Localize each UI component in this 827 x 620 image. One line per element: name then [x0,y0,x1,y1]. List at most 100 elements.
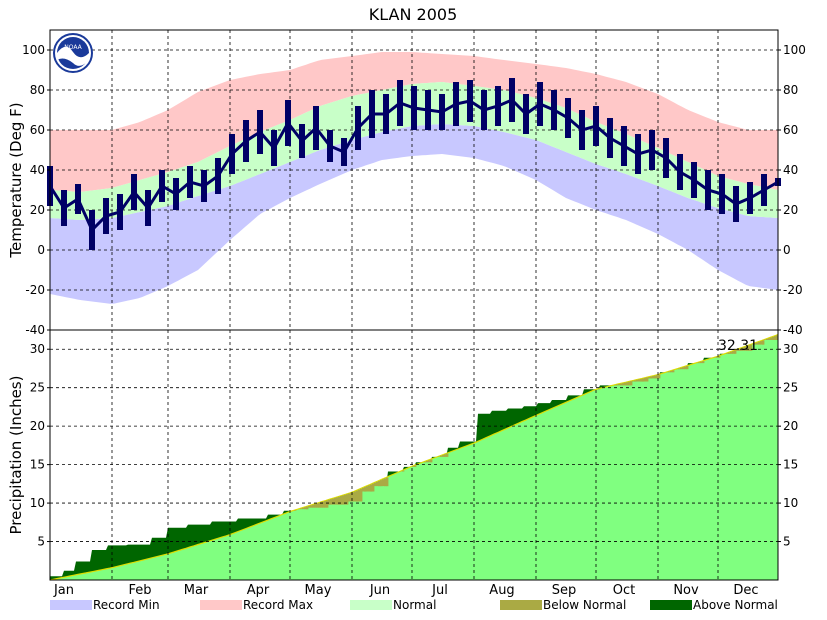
below-normal-segment [350,492,353,502]
below-normal-segment [402,470,405,472]
below-normal-segment [326,500,329,508]
month-label: Jun [369,583,390,598]
month-label: Feb [128,583,151,598]
below-normal-segment [442,455,445,457]
legend-swatch [650,600,692,610]
month-label: Mar [184,583,209,598]
temperature-tick-label-left: -20 [25,283,45,297]
temperature-tick-label-right: -40 [783,323,803,337]
below-normal-segment [338,496,341,505]
below-normal-segment [732,351,735,354]
below-normal-segment [364,487,367,492]
temperature-tick-label-left: -40 [25,323,45,337]
precipitation-plot-frame [49,329,779,581]
below-normal-segment [624,382,627,386]
temperature-tick-label-left: 100 [22,43,45,57]
below-normal-segment [328,499,331,505]
below-normal-segment [340,496,343,505]
below-normal-segment [342,495,345,505]
below-normal-segment [378,481,381,487]
below-normal-segment [444,454,447,457]
temperature-tick-label-right: -20 [783,283,803,297]
below-normal-segment [356,490,359,502]
below-normal-segment [638,379,641,382]
below-normal-segment [636,379,639,382]
below-normal-segment [322,501,325,508]
below-normal-segment [680,367,683,370]
below-normal-segment [632,380,635,382]
below-normal-segment [686,366,689,370]
month-label: Apr [247,583,270,598]
precipitation-tick-label-right: 20 [783,419,798,433]
precipitation-y-ticks-right: 5 10 15 20 25 30 [778,342,798,549]
below-normal-segment [386,477,389,487]
below-normal-segment [336,497,339,505]
below-normal-segment [334,497,337,505]
below-normal-segment [634,380,637,382]
precipitation-y-ticks-left: 5 10 15 20 25 30 [30,342,50,549]
precipitation-tick-label-right: 25 [783,381,798,395]
legend-label: Above Normal [693,598,778,612]
temperature-y-ticks-right: -40 -20 0 20 40 60 80 100 [778,43,806,337]
temperature-tick-label-right: 60 [783,123,798,137]
legend-swatch [50,600,92,610]
below-normal-segment [766,338,769,340]
precipitation-tick-label-right: 30 [783,342,798,356]
below-normal-segment [746,346,749,351]
below-normal-segment [344,494,347,505]
temperature-panel: -40 -20 0 20 40 60 80 100 -40 -20 0 20 40 60 80 100 Te… [7,29,806,337]
below-normal-precipitation-area [294,335,779,511]
legend-label: Record Min [93,598,160,612]
below-normal-segment [698,362,701,364]
below-normal-segment [760,341,763,345]
below-normal-segment [678,368,681,370]
precipitation-tick-label-left: 20 [30,419,45,433]
below-normal-segment [300,508,303,510]
month-label: Oct [613,583,635,598]
below-normal-segment [670,370,673,373]
below-normal-segment [620,383,623,386]
temperature-tick-label-right: 0 [783,243,791,257]
below-normal-segment [622,383,625,386]
precipitation-tick-label-left: 25 [30,381,45,395]
below-normal-segment [428,460,431,463]
below-normal-segment [768,338,771,340]
below-normal-segment [294,510,297,511]
noaa-logo-icon: NOAA [53,33,93,73]
precipitation-grid [50,330,778,580]
legend-label: Normal [393,598,436,612]
month-label: Dec [733,583,758,598]
below-normal-segment [380,480,383,487]
below-normal-segment [750,344,753,351]
below-normal-segment [598,388,601,390]
below-normal-segment [430,459,433,463]
below-normal-segment [426,460,429,463]
legend-label: Record Max [243,598,313,612]
precipitation-tick-label-left: 5 [37,535,45,549]
month-label: Jul [431,583,448,598]
below-normal-segment [446,453,449,457]
precipitation-panel: 5 10 15 20 25 30 5 10 15 20 25 30 Precipitation (I… [7,329,798,581]
legend-swatch [200,600,242,610]
below-normal-segment [754,343,757,345]
below-normal-segment [320,502,323,508]
below-normal-segment [748,345,751,351]
below-normal-segment [412,466,415,467]
below-normal-segment [658,374,661,379]
below-normal-segment [716,356,719,358]
below-normal-segment [640,378,643,382]
below-normal-segment [672,370,675,373]
below-normal-segment [654,375,657,379]
below-normal-segment [702,361,705,364]
temperature-tick-label-right: 20 [783,203,798,217]
below-normal-segment [718,356,721,358]
below-normal-segment [642,378,645,382]
below-normal-segment [346,494,349,505]
below-normal-segment [424,461,427,463]
below-normal-segment [324,501,327,508]
temperature-grid [50,30,778,330]
precipitation-tick-label-left: 10 [30,496,45,510]
below-normal-segment [656,375,659,379]
below-normal-segment [306,506,309,510]
legend-swatch [500,600,542,610]
